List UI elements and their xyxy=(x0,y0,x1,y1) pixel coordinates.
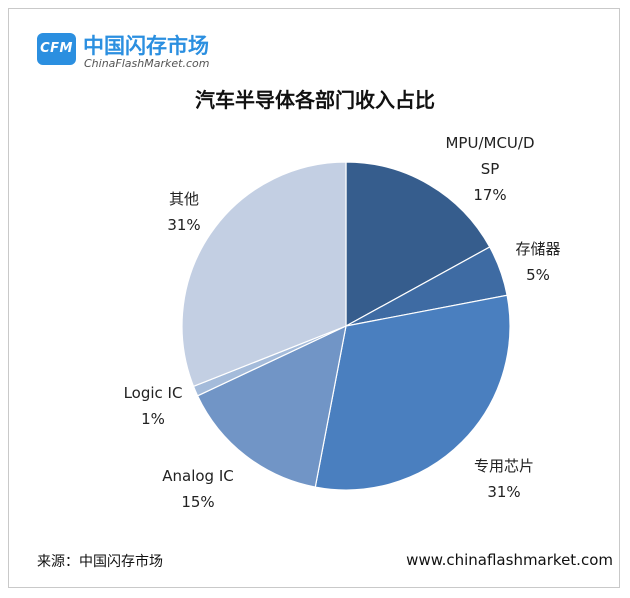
website-url: www.chinaflashmarket.com xyxy=(406,551,613,569)
slice-value-label: 15% xyxy=(181,493,215,511)
slice-asic xyxy=(314,294,511,491)
slice-value-label: 5% xyxy=(526,266,550,284)
logo: CFM 中国闪存市场 ChinaFlashMarket.com xyxy=(37,33,237,73)
slice-label-line: 专用芯片 xyxy=(473,457,534,475)
cfm-logo-icon: CFM xyxy=(37,33,76,65)
slice-label-line: Analog IC xyxy=(162,467,234,485)
logo-name-cn: 中国闪存市场 xyxy=(83,34,209,58)
slice-label-line: MPU/MCU/D xyxy=(445,134,535,152)
slice-label-analog-ic: Analog IC 15% xyxy=(150,463,246,515)
slice-value-label: 31% xyxy=(487,483,521,501)
slice-label-other: 其他 31% xyxy=(144,186,224,238)
slice-label-line: SP xyxy=(480,160,500,178)
slice-label-line: Logic IC xyxy=(123,384,183,402)
chart-frame xyxy=(8,8,620,588)
slice-label-line: 存储器 xyxy=(515,240,561,258)
slice-label-logic-ic: Logic IC 1% xyxy=(108,380,198,432)
source-note: 来源：中国闪存市场 xyxy=(37,554,163,570)
slice-label-line: 其他 xyxy=(168,190,199,208)
slice-other xyxy=(181,161,347,388)
slice-label-mpu-mcu-dsp: MPU/MCU/D SP 17% xyxy=(430,130,550,208)
chart-title: 汽车半导体各部门收入占比 xyxy=(195,88,435,112)
slice-label-asic: 专用芯片 31% xyxy=(456,453,552,505)
slice-analog-ic xyxy=(196,324,347,488)
slice-mpu-mcu-dsp xyxy=(345,161,491,328)
slice-value-label: 17% xyxy=(473,186,507,204)
slice-label-memory: 存储器 5% xyxy=(493,236,583,288)
logo-name-en: ChinaFlashMarket.com xyxy=(84,57,210,70)
slice-value-label: 1% xyxy=(141,410,165,428)
slice-value-label: 31% xyxy=(167,216,201,234)
